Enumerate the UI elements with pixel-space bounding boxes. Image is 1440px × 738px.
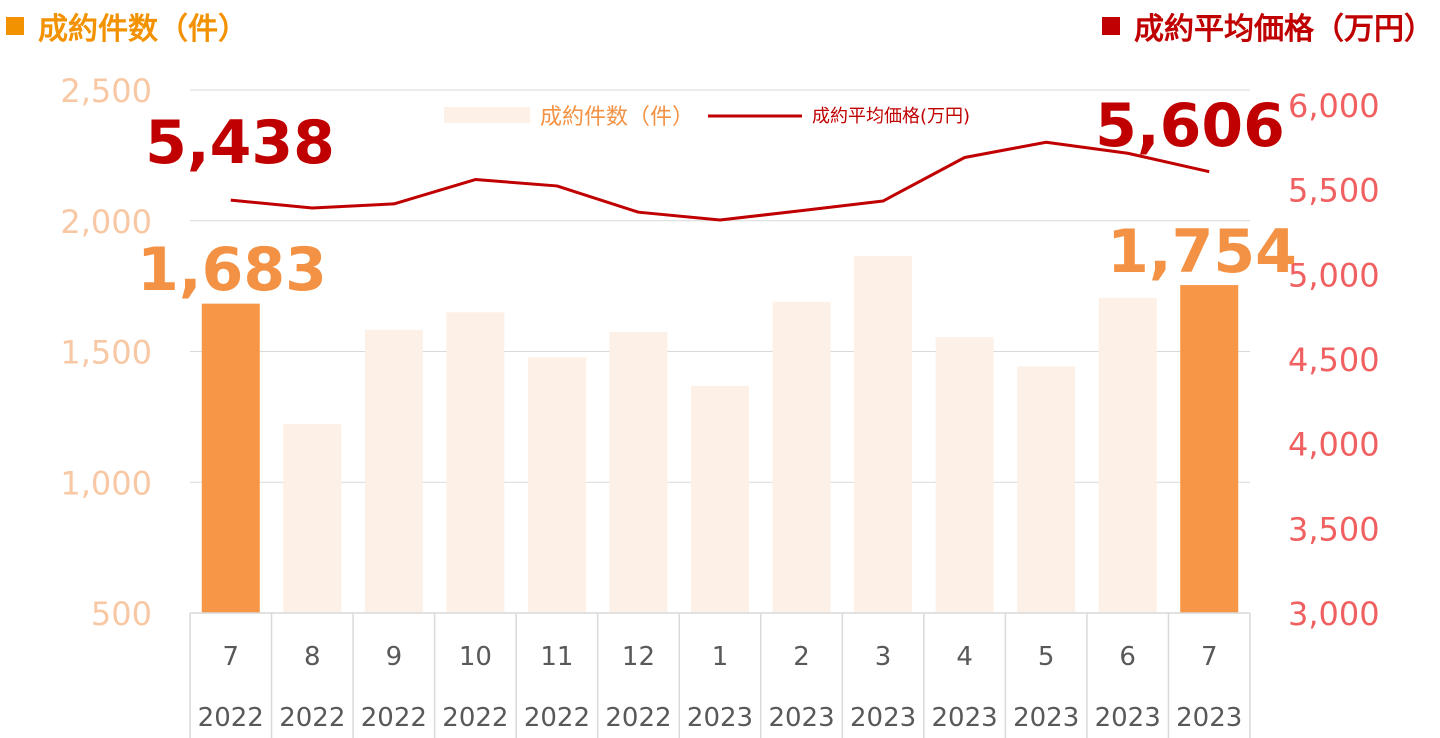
right-header-swatch: [1102, 17, 1120, 35]
bar: [691, 386, 749, 613]
right-axis-header: 成約平均価格（万円）: [1102, 4, 1434, 48]
year-label: 2023: [687, 703, 753, 733]
month-label: 4: [956, 642, 973, 672]
line-data-label: 5,606: [1095, 91, 1285, 161]
year-label: 2023: [768, 703, 834, 733]
bar-data-label: 1,683: [137, 235, 327, 305]
year-label: 2023: [1176, 703, 1242, 733]
right-tick-label: 3,000: [1288, 595, 1380, 633]
bar: [1098, 297, 1157, 613]
right-tick-label: 4,000: [1288, 426, 1380, 464]
year-label: 2022: [361, 703, 427, 733]
month-label: 12: [622, 642, 655, 672]
bar: [935, 337, 994, 613]
left-header-swatch: [6, 17, 24, 35]
left-tick-label: 2,000: [60, 203, 152, 241]
right-header-label: 成約平均価格（万円）: [1134, 12, 1434, 47]
left-tick-label: 1,000: [60, 464, 152, 502]
bar-data-label: 1,754: [1107, 217, 1297, 287]
right-tick-label: 6,000: [1288, 87, 1380, 125]
year-label: 2022: [279, 703, 345, 733]
month-label: 8: [304, 642, 321, 672]
bar: [1180, 285, 1239, 613]
bar: [1017, 366, 1076, 613]
bar: [201, 303, 260, 613]
left-tick-label: 1,500: [60, 334, 152, 372]
month-label: 1: [712, 642, 729, 672]
bar: [527, 357, 586, 613]
left-tick-label: 500: [91, 595, 152, 633]
bar: [364, 329, 423, 613]
right-tick-label: 4,500: [1288, 341, 1380, 379]
month-label: 6: [1119, 642, 1136, 672]
month-label: 11: [540, 642, 573, 672]
bar: [609, 331, 668, 613]
legend-bar-label: 成約件数（件）: [540, 105, 694, 130]
bar: [854, 256, 913, 613]
bar: [446, 312, 505, 613]
right-tick-label: 5,000: [1288, 256, 1380, 294]
legend-line-label: 成約平均価格(万円): [812, 106, 970, 127]
month-label: 2: [793, 642, 810, 672]
right-tick-label: 3,500: [1288, 510, 1380, 548]
right-tick-label: 5,500: [1288, 172, 1380, 210]
left-axis-header: 成約件数（件）: [6, 4, 248, 48]
month-label: 9: [386, 642, 403, 672]
price-line: [230, 140, 1210, 222]
legend-bar-swatch: [444, 107, 530, 123]
month-label: 7: [222, 642, 239, 672]
month-label: 10: [459, 642, 492, 672]
bar: [772, 301, 831, 613]
year-label: 2022: [524, 703, 590, 733]
month-label: 7: [1201, 642, 1218, 672]
year-label: 2022: [605, 703, 671, 733]
left-tick-label: 2,500: [60, 72, 152, 110]
line-data-label: 5,438: [145, 108, 335, 178]
month-label: 3: [875, 642, 892, 672]
left-header-label: 成約件数（件）: [38, 12, 248, 47]
year-label: 2023: [850, 703, 916, 733]
year-label: 2022: [198, 703, 264, 733]
year-label: 2023: [932, 703, 998, 733]
month-label: 5: [1038, 642, 1055, 672]
bar: [283, 424, 342, 613]
year-label: 2023: [1095, 703, 1161, 733]
year-label: 2022: [442, 703, 508, 733]
year-label: 2023: [1013, 703, 1079, 733]
